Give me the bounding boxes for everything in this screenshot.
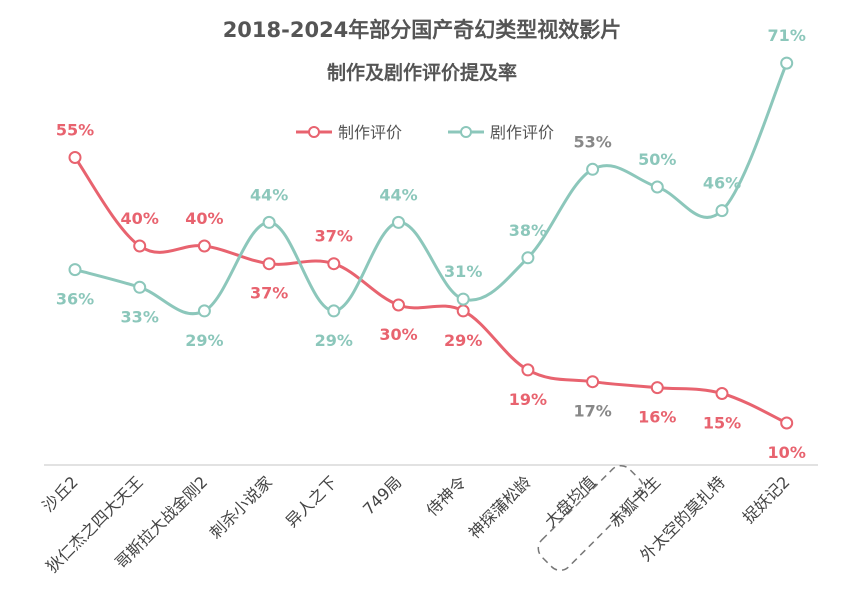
data-label-script-10: 46% <box>703 174 741 193</box>
data-label-script-9: 50% <box>638 150 676 169</box>
point-production-11 <box>780 416 794 430</box>
x-tick-label-0: 沙丘2 <box>39 472 82 515</box>
legend-label-script: 剧作评价 <box>490 123 554 142</box>
data-label-script-7: 38% <box>509 221 547 240</box>
point-script-0 <box>68 263 82 277</box>
data-label-script-3: 44% <box>250 185 288 204</box>
point-production-1 <box>133 239 147 253</box>
data-label-production-3: 37% <box>250 284 288 303</box>
data-label-production-7: 19% <box>509 390 547 409</box>
highlight-box <box>537 464 644 572</box>
highlight-layer <box>537 464 644 572</box>
data-label-script-6: 31% <box>444 262 482 281</box>
point-production-6 <box>456 304 470 318</box>
x-tick-label-4: 异人之下 <box>282 472 341 531</box>
legend-label-production: 制作评价 <box>338 123 402 142</box>
labels-layer: 55% 40% 40% 37% 37% 30% 29% 19% 17% 16% 15% 10% 36% 3… <box>56 26 806 462</box>
chart-subtitle: 制作及剧作评价提及率 <box>327 61 517 84</box>
x-tick-label-3: 刺杀小说家 <box>206 472 276 542</box>
data-label-production-2: 40% <box>185 209 223 228</box>
data-label-script-0: 36% <box>56 290 94 309</box>
point-script-8 <box>586 162 600 176</box>
chart-title: 2018-2024年部分国产奇幻类型视效影片 <box>223 18 622 42</box>
series-line-production <box>73 156 788 425</box>
highlight-box-border <box>537 464 644 572</box>
points-layer <box>68 56 794 430</box>
legend-marker-production <box>308 126 320 138</box>
data-label-production-9: 16% <box>638 408 676 427</box>
point-script-2 <box>197 304 211 318</box>
data-label-production-1: 40% <box>121 209 159 228</box>
point-script-10 <box>715 204 729 218</box>
point-script-3 <box>262 215 276 229</box>
series-line-script <box>74 62 789 316</box>
data-label-production-11: 10% <box>768 443 806 462</box>
point-script-4 <box>327 304 341 318</box>
data-label-script-5: 44% <box>379 185 417 204</box>
data-label-script-2: 29% <box>185 331 223 350</box>
point-script-5 <box>392 215 405 229</box>
data-label-production-8: 17% <box>573 402 611 421</box>
point-production-9 <box>650 381 664 395</box>
x-tick-label-9: 赤狐书生 <box>605 472 664 531</box>
point-production-3 <box>262 257 276 271</box>
data-label-production-0: 55% <box>56 121 94 140</box>
point-production-4 <box>327 257 341 271</box>
point-production-2 <box>197 239 211 253</box>
x-tick-label-6: 侍神令 <box>423 472 470 519</box>
data-label-script-8: 53% <box>573 132 611 151</box>
x-tick-label-11: 捉妖记2 <box>739 472 794 527</box>
data-label-production-6: 29% <box>444 331 482 350</box>
x-tick-label-7: 神探蒲松龄 <box>465 472 535 542</box>
point-script-11 <box>780 56 794 70</box>
point-production-5 <box>392 298 405 312</box>
lines-layer <box>73 62 789 425</box>
point-script-6 <box>456 292 470 306</box>
x-tick-label-5: 749局 <box>359 472 405 518</box>
point-script-9 <box>650 180 664 194</box>
legend: 制作评价 剧作评价 <box>296 123 554 142</box>
point-production-0 <box>68 151 82 164</box>
data-label-production-4: 37% <box>315 227 353 246</box>
point-production-7 <box>521 363 535 377</box>
point-production-8 <box>586 375 600 389</box>
data-label-script-1: 33% <box>121 307 159 326</box>
point-production-10 <box>715 387 729 400</box>
data-label-production-10: 15% <box>703 414 741 433</box>
legend-marker-script <box>460 126 472 138</box>
x-tick-label-8: 大盘均值 <box>541 472 600 531</box>
data-label-production-5: 30% <box>379 325 417 344</box>
data-label-script-11: 71% <box>768 26 806 45</box>
point-script-1 <box>133 280 147 294</box>
point-script-7 <box>521 251 535 265</box>
data-label-script-4: 29% <box>315 331 353 350</box>
